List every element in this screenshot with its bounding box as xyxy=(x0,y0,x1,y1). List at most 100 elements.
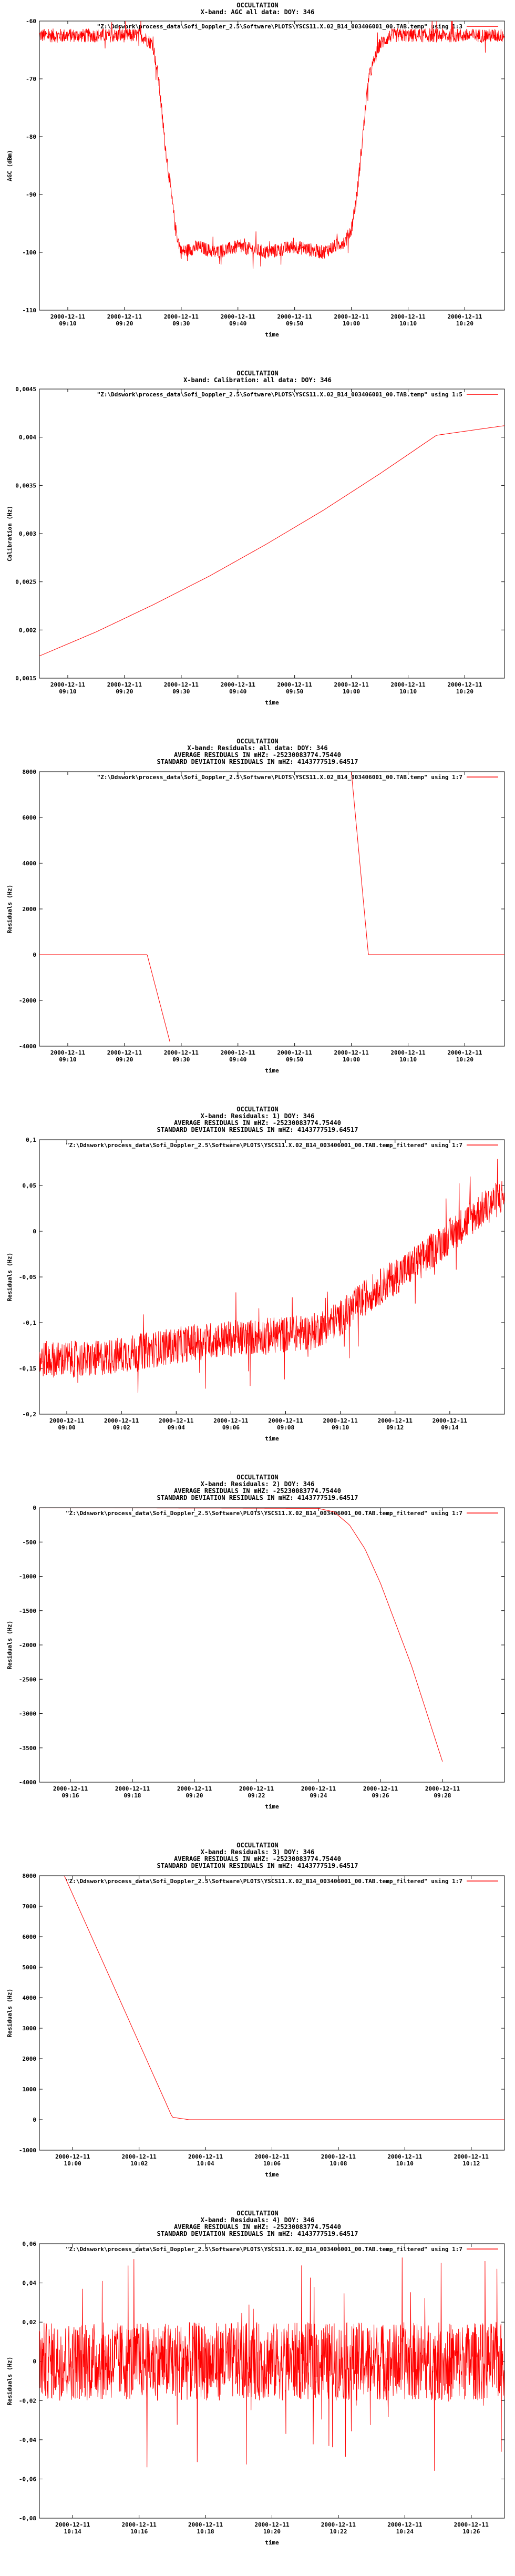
x-tick-label: 2000-12-11 xyxy=(277,681,313,688)
y-tick-label: 0,05 xyxy=(23,1182,37,1189)
y-tick-label: 4000 xyxy=(23,1995,37,2001)
chart-title-line: X-band: Calibration: all data: DOY: 346 xyxy=(183,376,332,384)
chart-title-line: OCCULTATION xyxy=(236,1474,278,1481)
x-tick-label: 09:10 xyxy=(59,320,76,327)
y-tick-label: -2500 xyxy=(19,1676,36,1683)
x-tick-label: 09:10 xyxy=(332,1424,349,1431)
chart-title-line: X-band: Residuals: 3) DOY: 346 xyxy=(201,1848,315,1856)
series-line xyxy=(351,772,504,955)
chart-title-line: X-band: Residuals: 2) DOY: 346 xyxy=(201,1480,315,1488)
x-tick-label: 2000-12-11 xyxy=(55,2521,90,2528)
legend-label: "Z:\Ddswork\process_data\Sofi_Doppler_2.… xyxy=(66,2246,462,2253)
x-axis-label: time xyxy=(265,699,279,706)
x-tick-label: 2000-12-11 xyxy=(334,1049,369,1056)
x-tick-label: 09:20 xyxy=(116,688,133,695)
chart-title-line: X-band: AGC all data: DOY: 346 xyxy=(201,8,315,16)
x-tick-label: 10:10 xyxy=(396,2160,414,2167)
y-tick-label: 0 xyxy=(33,2117,36,2123)
x-tick-label: 10:10 xyxy=(399,1056,417,1063)
x-tick-label: 2000-12-11 xyxy=(390,681,426,688)
x-tick-label: 09:50 xyxy=(286,320,303,327)
x-tick-label: 09:04 xyxy=(168,1424,185,1431)
chart-panel: OCCULTATION X-band: Residuals: 1) DOY: 34… xyxy=(0,1104,515,1472)
plot-frame xyxy=(39,1875,505,2151)
x-tick-label: 09:10 xyxy=(59,688,76,695)
x-tick-label: 09:10 xyxy=(59,1056,76,1063)
chart-title-line: STANDARD DEVIATION RESIDUALS IN mHZ: 414… xyxy=(157,758,358,765)
chart-title-line: AVERAGE RESIDUALS IN mHZ: -25230083774.7… xyxy=(174,1119,341,1127)
x-tick-label: 2000-12-11 xyxy=(447,1049,482,1056)
y-tick-label: 8000 xyxy=(23,769,37,775)
x-tick-label: 2000-12-11 xyxy=(122,2153,157,2160)
x-tick-label: 2000-12-11 xyxy=(115,1785,150,1792)
series-line xyxy=(64,1876,504,2120)
legend-label: "Z:\Ddswork\process_data\Sofi_Doppler_2.… xyxy=(97,391,462,398)
x-tick-label: 09:30 xyxy=(172,1056,190,1063)
chart-title-line: AVERAGE RESIDUALS IN mHZ: -25230083774.7… xyxy=(174,1855,341,1863)
x-tick-label: 2000-12-11 xyxy=(321,2153,356,2160)
x-tick-label: 09:50 xyxy=(286,688,303,695)
x-tick-label: 2000-12-11 xyxy=(323,1417,358,1424)
x-tick-label: 2000-12-11 xyxy=(425,1785,460,1792)
x-tick-label: 10:06 xyxy=(263,2160,281,2167)
x-tick-label: 2000-12-11 xyxy=(447,313,482,320)
x-tick-label: 09:18 xyxy=(123,1792,141,1799)
y-axis-label: AGC (dBm) xyxy=(6,150,13,181)
x-tick-label: 2000-12-11 xyxy=(321,2521,356,2528)
x-tick-label: 09:14 xyxy=(441,1424,458,1431)
x-tick-label: 09:16 xyxy=(61,1792,79,1799)
x-tick-label: 10:08 xyxy=(329,2160,347,2167)
y-tick-label: -1500 xyxy=(19,1608,36,1614)
plot-frame xyxy=(39,1139,505,1415)
plot-frame xyxy=(39,389,505,679)
x-tick-label: 09:08 xyxy=(277,1424,294,1431)
x-tick-label: 2000-12-11 xyxy=(221,681,256,688)
y-tick-label: -4000 xyxy=(19,1779,36,1786)
x-tick-label: 2000-12-11 xyxy=(254,2521,290,2528)
chart-title-line: OCCULTATION xyxy=(236,1842,278,1849)
x-tick-label: 10:24 xyxy=(396,2528,414,2535)
x-tick-label: 10:14 xyxy=(64,2528,81,2535)
x-tick-label: 10:20 xyxy=(263,2528,281,2535)
series-line xyxy=(39,1508,443,1762)
y-tick-label: 6000 xyxy=(23,814,37,821)
legend-label: "Z:\Ddswork\process_data\Sofi_Doppler_2.… xyxy=(66,1510,462,1517)
x-tick-label: 2000-12-11 xyxy=(334,313,369,320)
x-tick-label: 2000-12-11 xyxy=(363,1785,398,1792)
y-axis-label: Residuals (Hz) xyxy=(6,2357,13,2406)
x-axis-label: time xyxy=(265,2171,279,2178)
y-axis-label: Residuals (Hz) xyxy=(6,1253,13,1302)
x-axis-label: time xyxy=(265,1435,279,1442)
y-tick-label: 0,0015 xyxy=(15,675,36,682)
x-tick-label: 10:00 xyxy=(343,1056,360,1063)
chart-title-line: STANDARD DEVIATION RESIDUALS IN mHZ: 414… xyxy=(157,1494,358,1501)
x-tick-label: 10:00 xyxy=(343,688,360,695)
chart-panel: OCCULTATION X-band: Residuals: 3) DOY: 34… xyxy=(0,1840,515,2208)
y-tick-label: 0,0035 xyxy=(15,482,36,489)
chart-title-line: AVERAGE RESIDUALS IN mHZ: -25230083774.7… xyxy=(174,1487,341,1495)
y-tick-label: -0,2 xyxy=(23,1411,37,1418)
x-tick-label: 09:22 xyxy=(248,1792,265,1799)
chart-panel: OCCULTATION X-band: Residuals: 4) DOY: 34… xyxy=(0,2208,515,2576)
x-tick-label: 2000-12-11 xyxy=(432,1417,468,1424)
chart-title-line: AVERAGE RESIDUALS IN mHZ: -25230083774.7… xyxy=(174,751,341,759)
y-tick-label: -70 xyxy=(26,76,36,83)
y-tick-label: 0,0025 xyxy=(15,579,36,586)
chart-title-line: X-band: Residuals: 1) DOY: 346 xyxy=(201,1112,315,1120)
y-tick-label: 6000 xyxy=(23,1934,37,1940)
x-tick-label: 09:50 xyxy=(286,1056,303,1063)
y-tick-label: 3000 xyxy=(23,2025,37,2032)
x-tick-label: 2000-12-11 xyxy=(268,1417,303,1424)
x-tick-label: 2000-12-11 xyxy=(164,681,199,688)
x-tick-label: 2000-12-11 xyxy=(50,1049,86,1056)
legend-label: "Z:\Ddswork\process_data\Sofi_Doppler_2.… xyxy=(97,23,462,30)
legend-label: "Z:\Ddswork\process_data\Sofi_Doppler_2.… xyxy=(97,774,462,781)
legend-label: "Z:\Ddswork\process_data\Sofi_Doppler_2.… xyxy=(66,1142,462,1149)
x-tick-label: 10:20 xyxy=(456,688,473,695)
x-tick-label: 09:20 xyxy=(186,1792,203,1799)
y-tick-label: 0,02 xyxy=(23,2319,37,2326)
y-tick-label: 0,06 xyxy=(23,2241,37,2247)
y-tick-label: -1000 xyxy=(19,1573,36,1580)
x-tick-label: 2000-12-11 xyxy=(454,2153,489,2160)
